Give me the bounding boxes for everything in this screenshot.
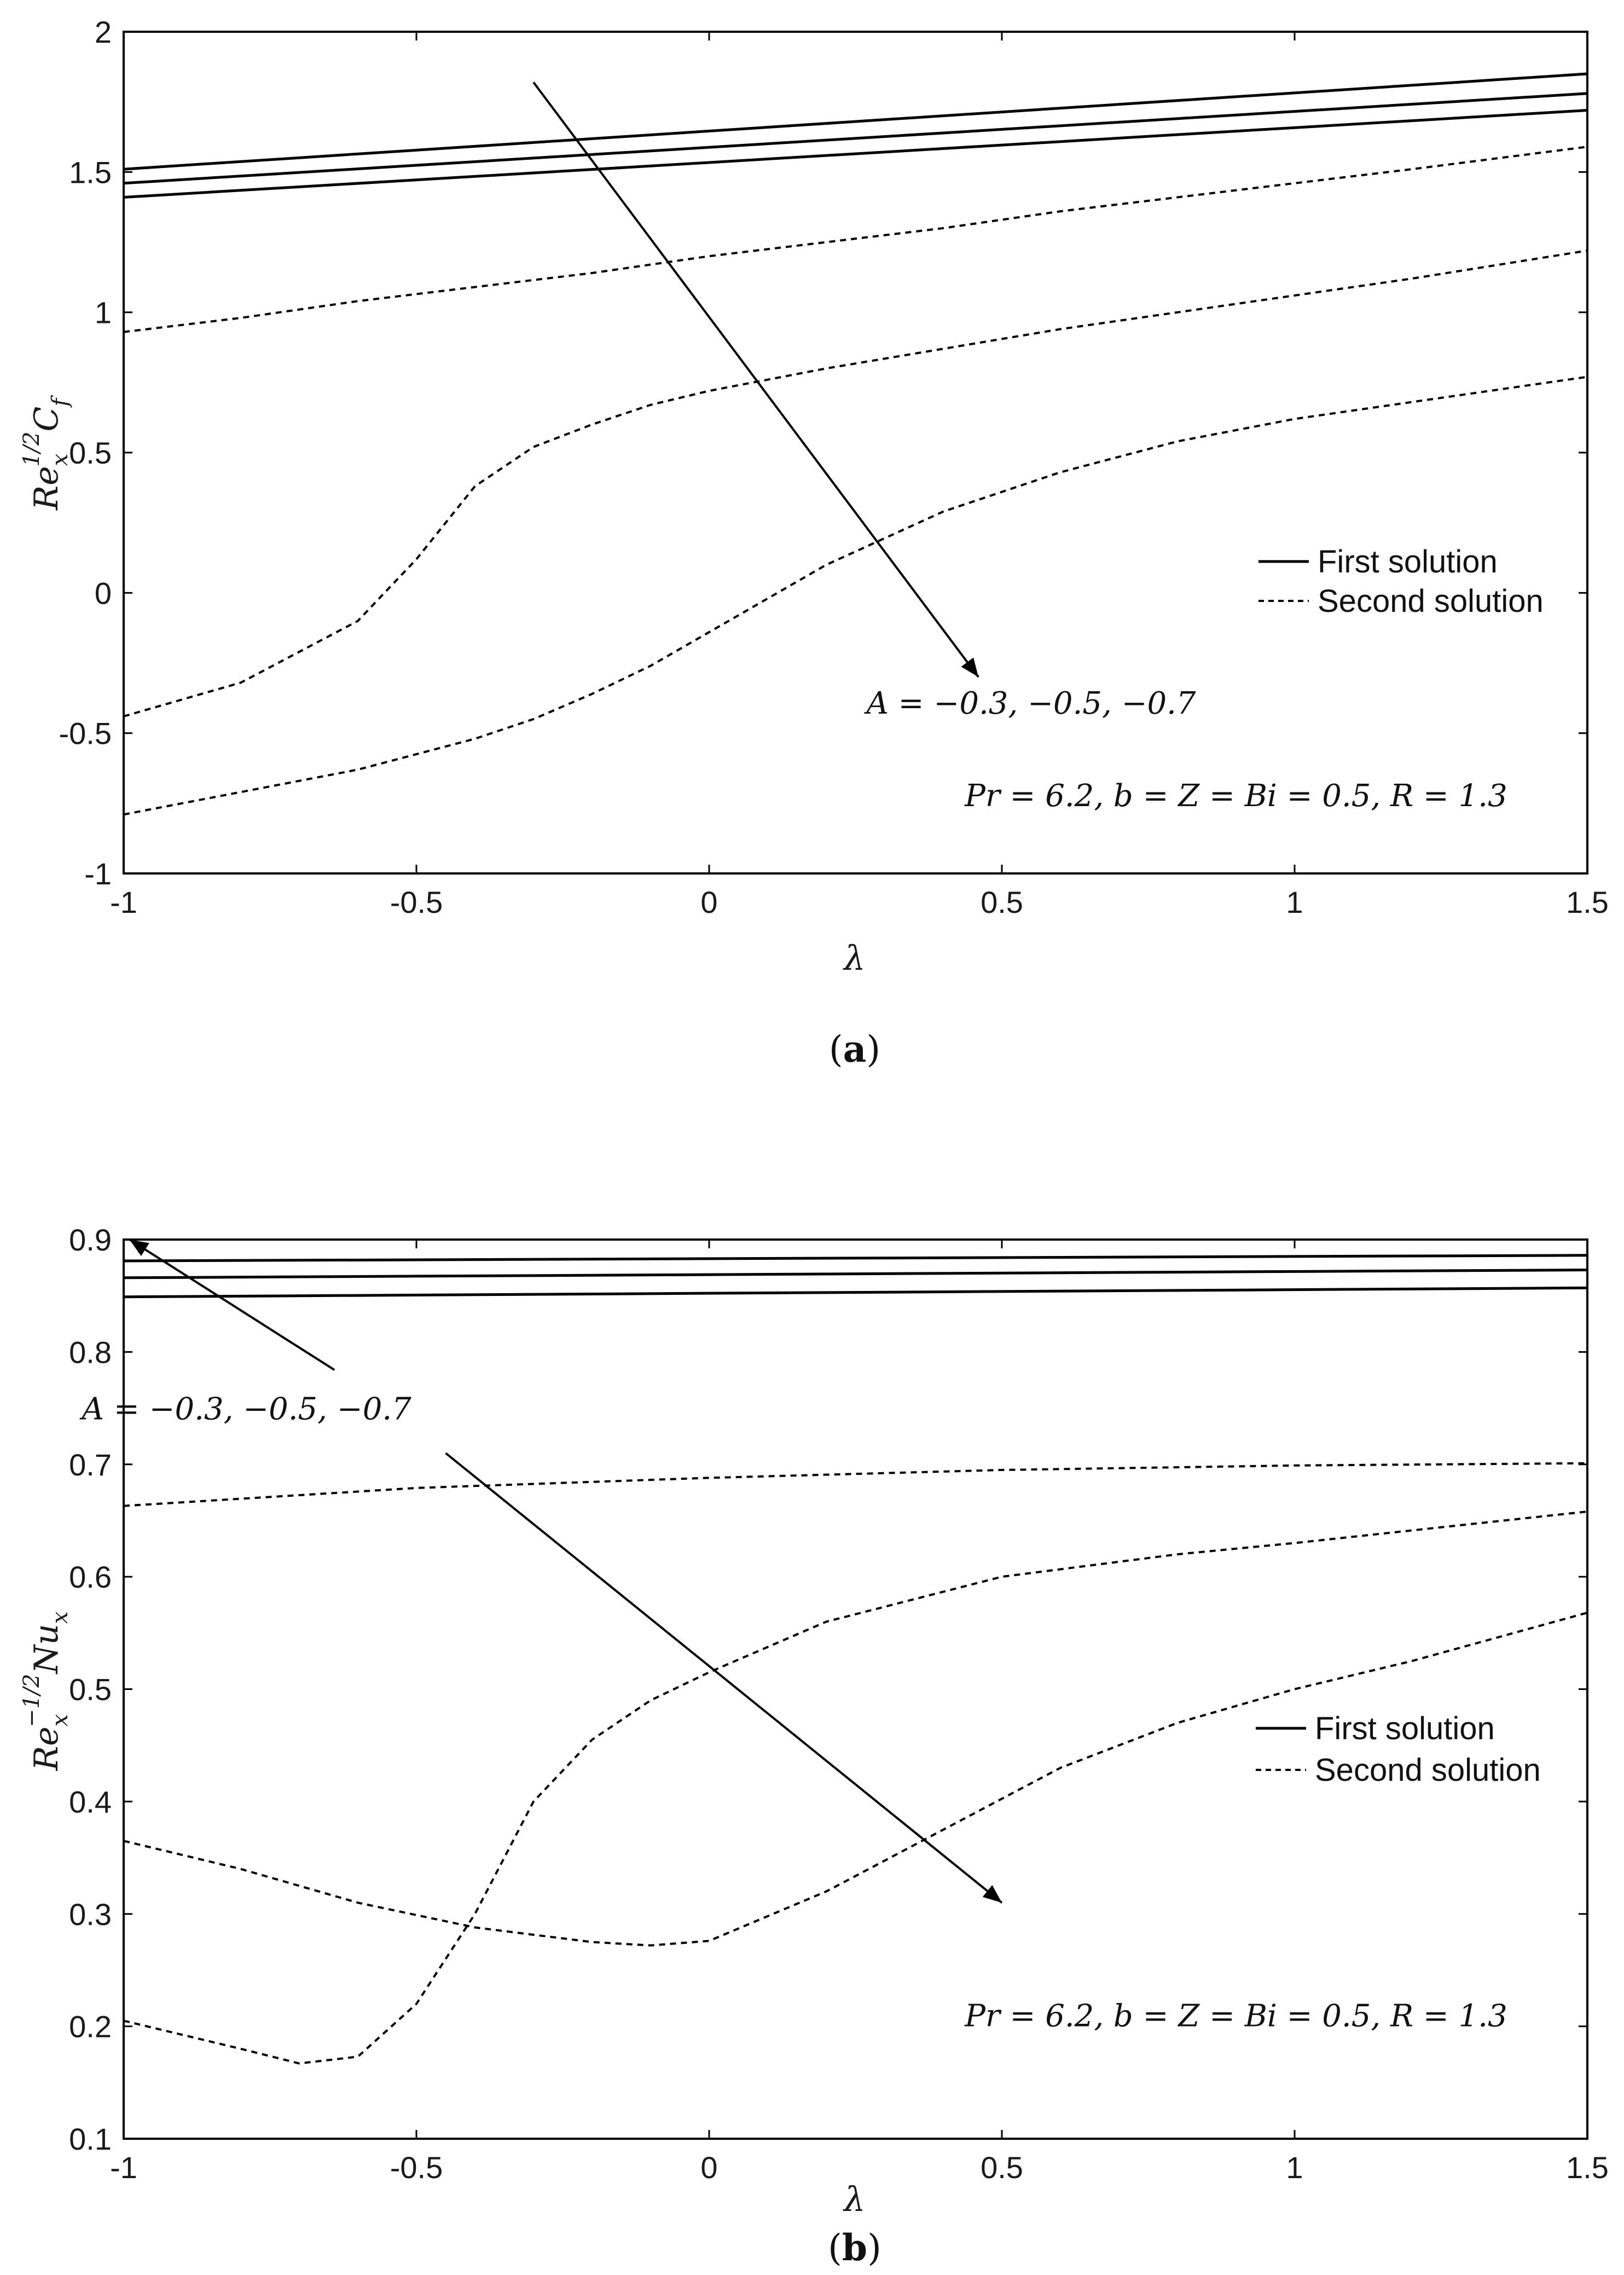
ytick-label: 2: [95, 15, 112, 49]
second-solution-line: [123, 1462, 1588, 1507]
panel-b-ytick-labels: 0.1 0.2 0.3 0.4 0.5 0.6 0.7 0.8 0.9: [69, 1223, 112, 2156]
panel-b-series: [123, 1254, 1588, 2065]
first-solution-line: [123, 1254, 1588, 1263]
xtick-label: 0.5: [981, 885, 1023, 919]
ytick-label: -1: [84, 856, 112, 891]
panel-b-caption: (b): [828, 2226, 881, 2269]
annotation-arrow-shaft: [445, 1452, 1003, 1904]
second-solution-line: [123, 1611, 1588, 1947]
xtick-label: 0: [700, 885, 717, 919]
ytick-label: 0.9: [69, 1223, 112, 1257]
first-solution-line: [123, 109, 1588, 199]
panel-a: -1 -0.5 0 0.5 1 1.5 2 -1 -0.5 0 0.5 1 1.5 A = −0.3,…: [19, 15, 1609, 1070]
panel-a-ylabel: Rex1/2Cf: [19, 395, 73, 511]
panel-a-xlabel: λ: [842, 938, 865, 978]
first-solution-line: [123, 1286, 1588, 1299]
second-solution-line: [123, 249, 1588, 717]
panel-a-plot-frame: [123, 31, 1588, 875]
panel-b: 0.1 0.2 0.3 0.4 0.5 0.6 0.7 0.8 0.9 -1 -0.5 0 0.5 1 1…: [19, 1223, 1609, 2269]
annotation-arrow-head: [961, 657, 979, 678]
xtick-label: 1: [1286, 2150, 1303, 2185]
first-solution-line: [123, 1269, 1588, 1280]
annotation-text: A = −0.3, −0.5, −0.7: [863, 686, 1196, 721]
annotation-text: Pr = 6.2, b = Z = Bi = 0.5, R = 1.3: [964, 1999, 1507, 2034]
ytick-label: 1.5: [69, 155, 112, 189]
ytick-label: 0.6: [69, 1560, 112, 1594]
ytick-label: 1: [95, 296, 112, 330]
second-solution-line: [123, 1510, 1588, 2065]
annotation-arrow-head: [129, 1240, 149, 1257]
xtick-label: 0.5: [981, 2150, 1023, 2185]
legend-b-second-label: Second solution: [1315, 1752, 1541, 1788]
panel-a-series: [123, 72, 1588, 816]
ytick-label: 0: [95, 576, 112, 610]
ytick-label: 0.5: [69, 1672, 112, 1707]
ytick-label: 0.5: [69, 436, 112, 470]
xtick-label: -0.5: [390, 885, 443, 919]
panel-a-legend: First solution Second solution: [1258, 544, 1544, 619]
ytick-label: -0.5: [59, 716, 112, 751]
annotation-text: Pr = 6.2, b = Z = Bi = 0.5, R = 1.3: [964, 778, 1507, 814]
panel-a-ticks: [123, 31, 1588, 875]
xtick-label: 1: [1286, 885, 1303, 919]
xtick-label: -1: [110, 885, 137, 919]
ytick-label: 0.8: [69, 1335, 112, 1369]
annotation-arrow-shaft: [532, 82, 979, 678]
panel-b-ticks: [123, 1238, 1588, 2140]
panel-a-xtick-labels: -1 -0.5 0 0.5 1 1.5: [110, 885, 1609, 919]
panel-b-legend: First solution Second solution: [1256, 1711, 1541, 1788]
ytick-label: 0.3: [69, 1897, 112, 1931]
panel-b-ylabel: Rex−1/2Nux: [19, 1612, 73, 1772]
xtick-label: 0: [700, 2150, 717, 2185]
panel-b-xtick-labels: -1 -0.5 0 0.5 1 1.5: [110, 2150, 1609, 2185]
legend-b-first-label: First solution: [1315, 1711, 1495, 1746]
annotation-arrow-shaft: [129, 1238, 335, 1371]
xtick-label: -1: [110, 2150, 137, 2185]
ytick-label: 0.4: [69, 1785, 112, 1819]
annotation-text: A = −0.3, −0.5, −0.7: [79, 1392, 411, 1427]
xtick-label: -0.5: [390, 2150, 443, 2185]
panel-a-caption: (a): [829, 1028, 880, 1070]
first-solution-line: [123, 72, 1588, 171]
second-solution-line: [123, 146, 1588, 333]
panel-a-ytick-labels: -1 -0.5 0 0.5 1 1.5 2: [59, 15, 112, 891]
first-solution-line: [123, 92, 1588, 185]
panel-b-xlabel: λ: [842, 2179, 865, 2219]
panel-a-annotations: A = −0.3, −0.5, −0.7 Pr = 6.2, b = Z = Bi…: [532, 82, 1507, 814]
legend-a-first-label: First solution: [1318, 544, 1498, 580]
ytick-label: 0.2: [69, 2010, 112, 2044]
panel-b-annotations: A = −0.3, −0.5, −0.7 Pr = 6.2, b = Z = Bi…: [79, 1238, 1507, 2034]
xtick-label: 1.5: [1566, 2150, 1609, 2185]
legend-a-second-label: Second solution: [1318, 583, 1544, 619]
xtick-label: 1.5: [1566, 885, 1609, 919]
ytick-label: 0.1: [69, 2122, 112, 2156]
ytick-label: 0.7: [69, 1448, 112, 1482]
annotation-arrow-head: [982, 1885, 1002, 1903]
second-solution-line: [123, 375, 1588, 816]
